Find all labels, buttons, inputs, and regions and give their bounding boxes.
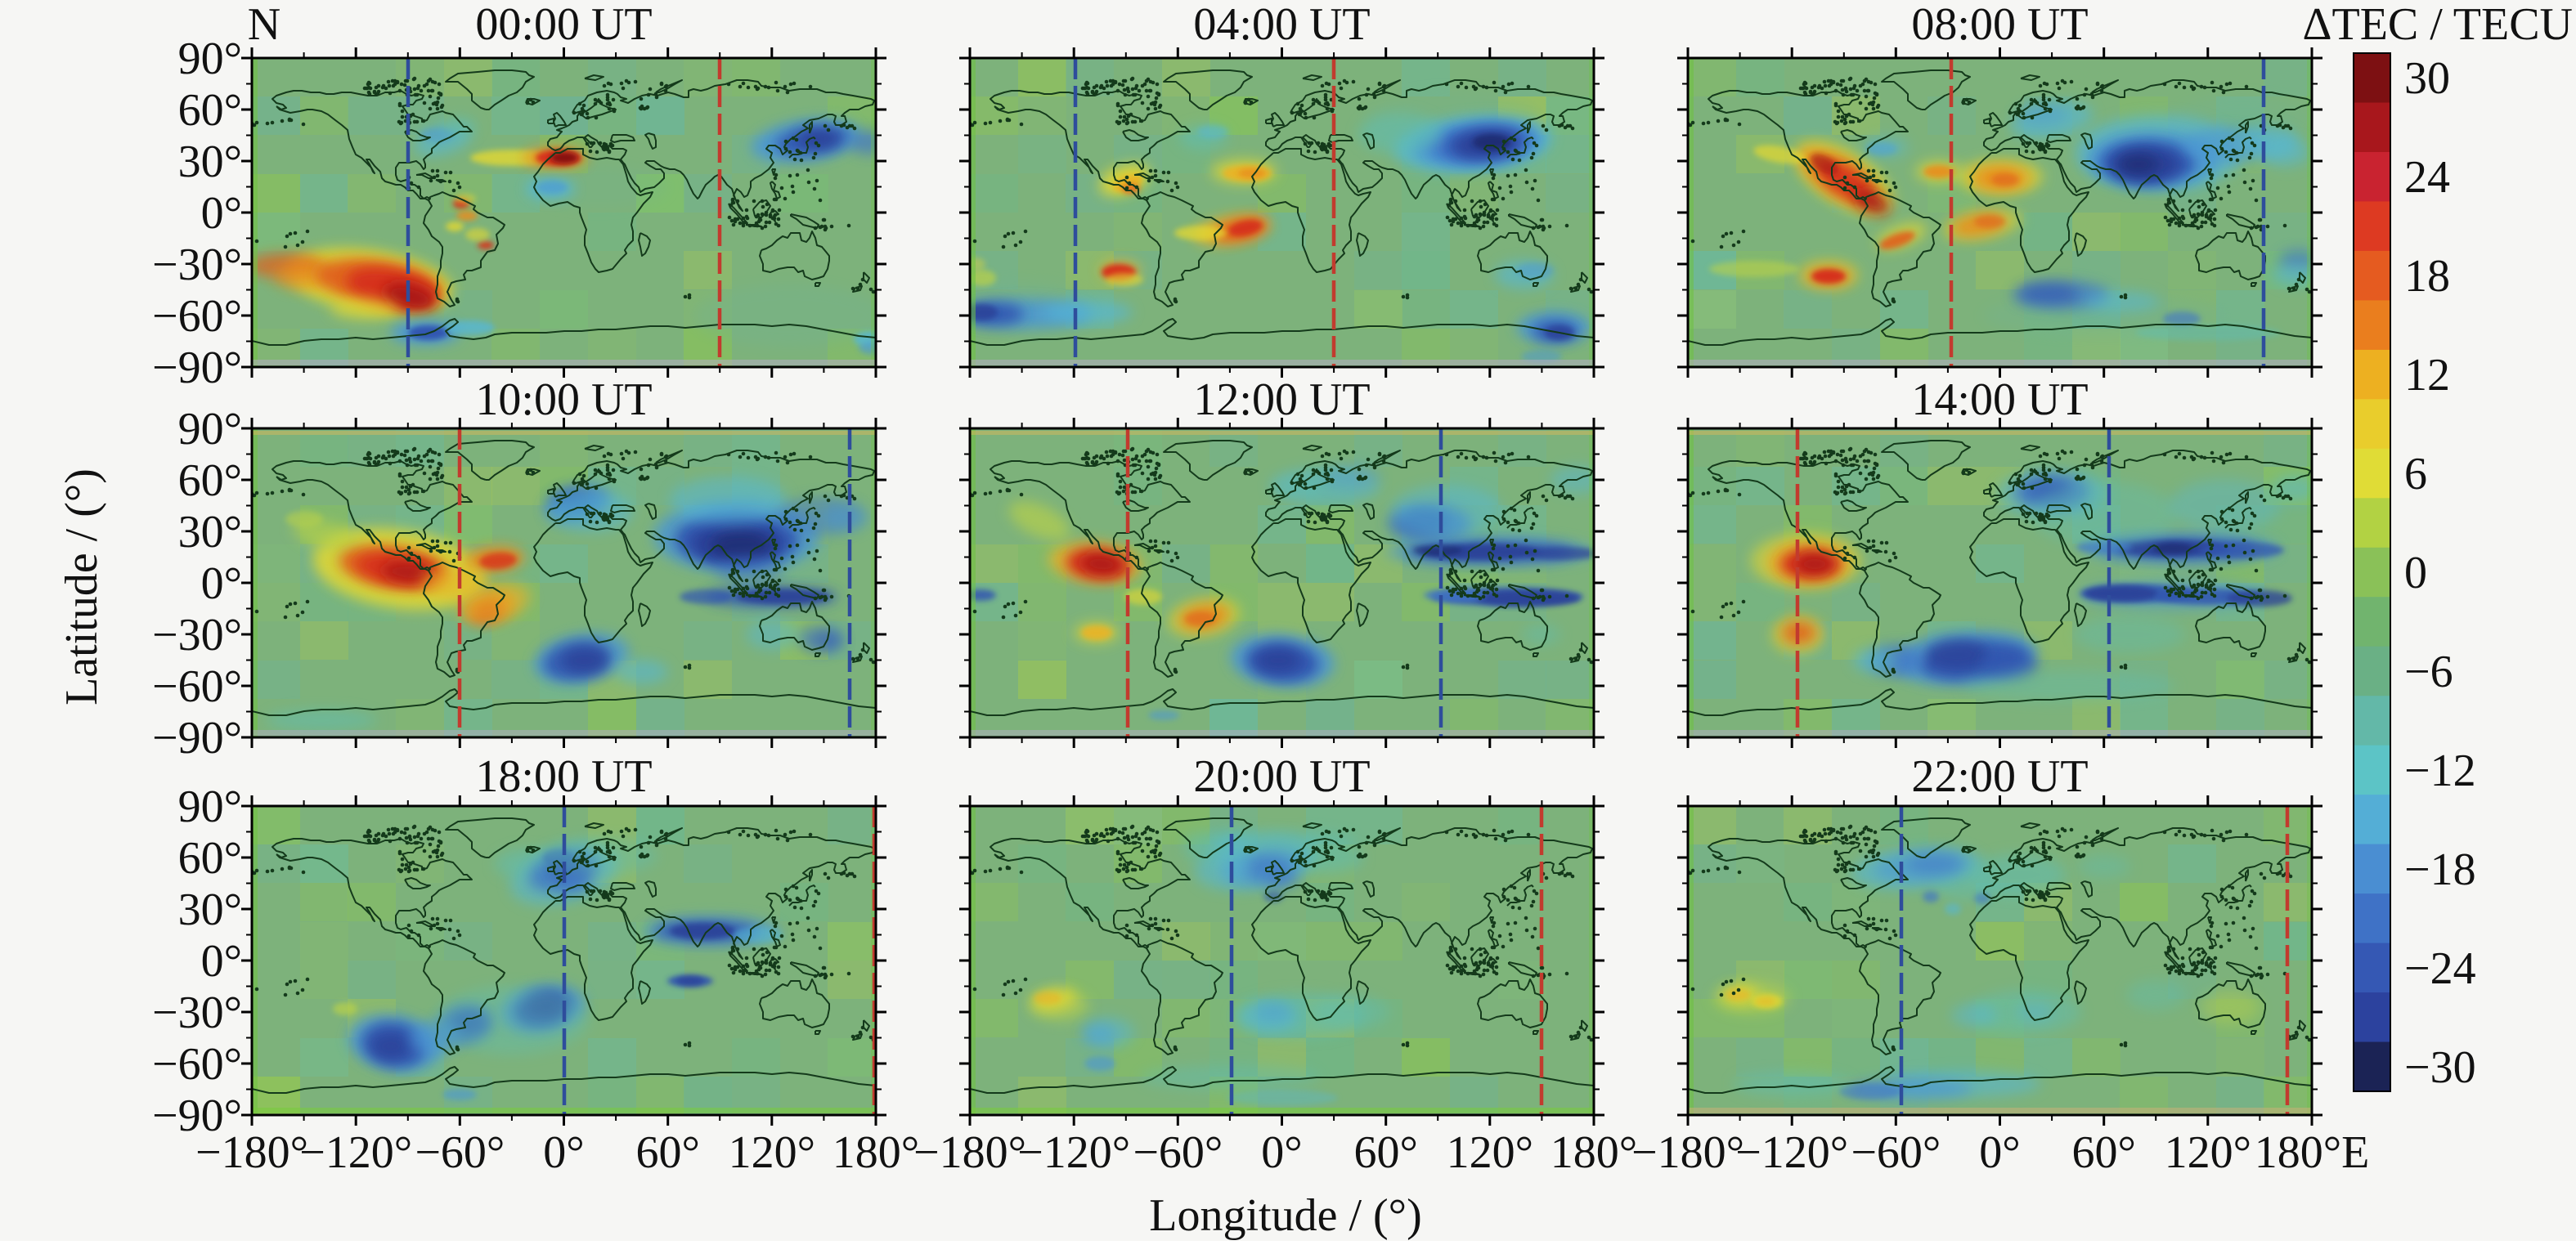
svg-text:−30°: −30° (152, 610, 242, 661)
svg-text:24: 24 (2404, 152, 2450, 203)
svg-text:−60°: −60° (1851, 1127, 1941, 1178)
svg-text:−30°: −30° (152, 987, 242, 1038)
svg-text:−180°: −180° (195, 1127, 308, 1178)
svg-text:−180°: −180° (1631, 1127, 1744, 1178)
svg-text:90°: 90° (178, 404, 242, 455)
svg-text:60°: 60° (635, 1127, 699, 1178)
svg-text:10:00 UT: 10:00 UT (475, 374, 652, 425)
svg-text:0°: 0° (1261, 1127, 1302, 1178)
svg-text:Longitude / (°): Longitude / (°) (1149, 1190, 1421, 1241)
svg-text:ΔTEC / TECU: ΔTEC / TECU (2302, 0, 2573, 50)
svg-text:120°: 120° (729, 1127, 815, 1178)
svg-text:22:00 UT: 22:00 UT (1911, 751, 2088, 802)
svg-text:−180°: −180° (913, 1127, 1026, 1178)
svg-text:−90°: −90° (152, 1090, 242, 1141)
svg-text:Latitude / (°): Latitude / (°) (56, 468, 107, 705)
svg-text:−30°: −30° (152, 240, 242, 290)
svg-text:90°: 90° (178, 34, 242, 84)
svg-text:30°: 30° (178, 884, 242, 935)
svg-text:30°: 30° (178, 137, 242, 187)
svg-text:−120°: −120° (1017, 1127, 1130, 1178)
svg-text:−6: −6 (2404, 647, 2453, 697)
svg-text:0°: 0° (543, 1127, 584, 1178)
svg-text:18:00 UT: 18:00 UT (475, 751, 652, 802)
svg-text:−12: −12 (2404, 746, 2476, 796)
svg-text:12: 12 (2404, 350, 2450, 401)
svg-text:180°: 180° (1551, 1127, 1637, 1178)
svg-text:−120°: −120° (1735, 1127, 1848, 1178)
svg-text:−60°: −60° (152, 661, 242, 712)
svg-text:90°: 90° (178, 781, 242, 832)
svg-text:0°: 0° (1979, 1127, 2020, 1178)
svg-text:−60°: −60° (415, 1127, 505, 1178)
svg-text:04:00 UT: 04:00 UT (1193, 0, 1370, 50)
svg-text:60°: 60° (1353, 1127, 1417, 1178)
svg-text:60°: 60° (2071, 1127, 2135, 1178)
svg-text:180°: 180° (832, 1127, 919, 1178)
svg-text:−90°: −90° (152, 713, 242, 764)
svg-text:180°E: 180°E (2255, 1127, 2370, 1178)
svg-text:6: 6 (2404, 449, 2427, 499)
svg-text:−120°: −120° (299, 1127, 412, 1178)
svg-text:0°: 0° (201, 558, 242, 609)
svg-text:N: N (248, 0, 280, 50)
svg-text:−90°: −90° (152, 343, 242, 393)
svg-text:0°: 0° (201, 188, 242, 239)
svg-text:−60°: −60° (152, 291, 242, 342)
svg-text:08:00 UT: 08:00 UT (1911, 0, 2088, 50)
svg-text:00:00 UT: 00:00 UT (475, 0, 652, 50)
svg-text:120°: 120° (1447, 1127, 1533, 1178)
svg-text:60°: 60° (178, 833, 242, 884)
svg-text:120°: 120° (2165, 1127, 2251, 1178)
svg-text:−30: −30 (2404, 1042, 2476, 1093)
svg-text:18: 18 (2404, 251, 2450, 302)
svg-text:−60°: −60° (152, 1039, 242, 1090)
svg-text:0°: 0° (201, 936, 242, 987)
svg-text:30°: 30° (178, 507, 242, 558)
svg-text:−24: −24 (2404, 943, 2476, 994)
svg-text:20:00 UT: 20:00 UT (1193, 751, 1370, 802)
svg-text:−60°: −60° (1133, 1127, 1223, 1178)
svg-text:60°: 60° (178, 85, 242, 136)
svg-text:30: 30 (2404, 53, 2450, 104)
svg-text:−18: −18 (2404, 844, 2476, 895)
svg-text:14:00 UT: 14:00 UT (1911, 374, 2088, 425)
svg-text:60°: 60° (178, 455, 242, 506)
svg-text:0: 0 (2404, 548, 2427, 598)
svg-text:12:00 UT: 12:00 UT (1193, 374, 1370, 425)
